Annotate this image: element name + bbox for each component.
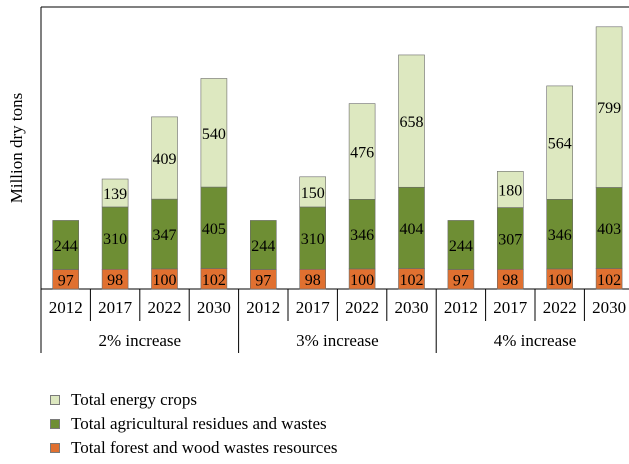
data-label: 100 [153,272,177,289]
legend-label: Total forest and wood wastes resources [71,438,338,457]
data-label: 409 [153,151,177,168]
bar-segment [200,78,228,188]
legend-label: Total energy crops [71,390,197,409]
data-label: 100 [548,272,572,289]
bar-segment [299,176,327,208]
data-label: 403 [597,221,621,238]
data-label: 244 [54,238,78,255]
bar-segment [52,220,80,270]
x-tick-label: 2017 [296,298,331,317]
data-label: 244 [449,238,473,255]
y-axis-label: Million dry tons [7,93,26,204]
data-label: 564 [548,136,572,153]
legend-swatch [50,443,60,453]
stacked-bar-chart: 97 244 98 310 139 100 347 409 102 405 540 97 244 98 31… [7,6,629,353]
x-tick-label: 2030 [395,298,429,317]
bars [52,26,623,290]
x-group-label: 4% increase [494,331,577,350]
legend-item: Total forest and wood wastes resources [50,436,337,460]
x-group-label: 2% increase [99,331,182,350]
bar-segment [151,116,178,200]
axes [40,6,629,290]
x-tick-label: 2022 [345,298,379,317]
x-tick-label: 2017 [98,298,133,317]
bar-segment [348,103,376,200]
x-tick-label: 2012 [444,298,478,317]
data-label: 98 [305,272,321,289]
data-label: 404 [400,221,424,238]
data-label: 180 [498,182,522,199]
data-label: 799 [597,100,621,117]
x-tick-label: 2022 [543,298,577,317]
x-group-label: 3% increase [296,331,379,350]
bar-segment [398,54,425,188]
bar-segment [595,26,623,188]
bar-segment [101,178,129,208]
legend-item: Total energy crops [50,388,337,412]
data-label: 310 [301,231,325,248]
x-tick-label: 2012 [246,298,280,317]
data-label: 97 [58,272,74,289]
x-tick-label: 2030 [592,298,626,317]
bar-segment [595,187,623,269]
legend-item: Total agricultural residues and wastes [50,412,337,436]
data-label: 347 [153,227,177,244]
data-label: 540 [202,126,226,143]
legend-swatch [50,419,60,429]
data-label: 405 [202,221,226,238]
x-tick-label: 2030 [197,298,231,317]
data-label: 150 [301,185,325,202]
data-labels: 97 244 98 310 139 100 347 409 102 405 540 97 244 98 31… [54,100,621,289]
data-label: 346 [548,227,572,244]
data-label: 346 [350,227,374,244]
bar-segment [299,206,327,270]
bar-segment [496,171,524,208]
legend-swatch [50,395,60,405]
bar-segment [496,207,524,270]
data-label: 100 [350,272,374,289]
data-label: 307 [498,231,522,248]
bar-segment [546,85,574,200]
bar-segment [447,220,475,270]
bar-segment [398,186,425,269]
data-label: 98 [502,272,518,289]
data-label: 476 [350,144,374,161]
data-label: 97 [255,272,271,289]
x-tick-label: 2022 [148,298,182,317]
data-label: 244 [251,238,275,255]
data-label: 102 [202,272,226,289]
data-label: 102 [400,272,424,289]
data-label: 310 [103,231,127,248]
x-tick-label: 2017 [493,298,528,317]
data-label: 98 [107,272,123,289]
bar-segment [101,206,129,270]
x-axis-table: 2012 2017 2022 2030 2012 2017 2022 2030 2012 2017… [40,289,626,353]
bar-segment [200,186,228,269]
bar-segment [250,220,277,270]
data-label: 102 [597,272,621,289]
data-label: 97 [453,272,469,289]
data-label: 658 [400,114,424,131]
legend-label: Total agricultural residues and wastes [71,414,327,433]
x-tick-label: 2012 [49,298,83,317]
legend: Total energy crops Total agricultural res… [50,388,337,460]
data-label: 139 [103,186,127,203]
